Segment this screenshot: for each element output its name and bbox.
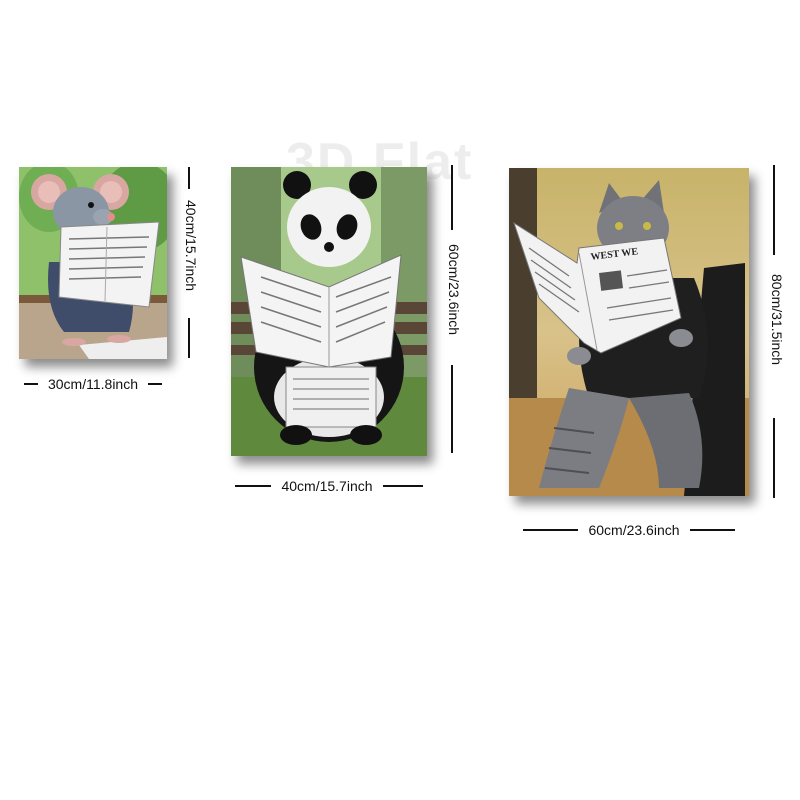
width-dimension-cat: 60cm/23.6inch [509, 520, 749, 540]
width-dimension-mouse: 30cm/11.8inch [19, 374, 167, 394]
dimension-line [382, 485, 423, 487]
dimension-line [523, 529, 579, 531]
dimension-line [235, 485, 272, 487]
width-label-cat: 60cm/23.6inch [588, 522, 680, 538]
canvas-print-mouse [19, 167, 167, 359]
height-label-cat: 80cm/31.5inch [769, 274, 785, 366]
height-label-mouse: 40cm/15.7inch [183, 200, 199, 292]
height-dimension-line-top-cat [773, 165, 775, 255]
width-dimension-panda: 40cm/15.7inch [231, 476, 427, 496]
dimension-line [23, 383, 38, 385]
height-dimension-line-bottom-mouse [188, 318, 190, 358]
dimension-line [148, 383, 162, 385]
height-dimension-line-top-mouse [188, 167, 190, 189]
canvas-print-cat: WEST WE [509, 168, 749, 496]
height-dimension-line-bottom-panda [451, 365, 453, 453]
canvas-print-panda [231, 167, 427, 456]
dimension-line [689, 529, 735, 531]
width-label-panda: 40cm/15.7inch [281, 478, 373, 494]
height-label-panda: 60cm/23.6inch [446, 244, 462, 336]
height-dimension-line-bottom-cat [773, 418, 775, 498]
cat-reading-newspaper-illustration: WEST WE [509, 168, 749, 496]
height-dimension-line-top-panda [451, 165, 453, 230]
mouse-reading-newspaper-illustration [19, 167, 167, 359]
width-label-mouse: 30cm/11.8inch [47, 376, 138, 392]
panda-reading-newspaper-illustration [231, 167, 427, 456]
